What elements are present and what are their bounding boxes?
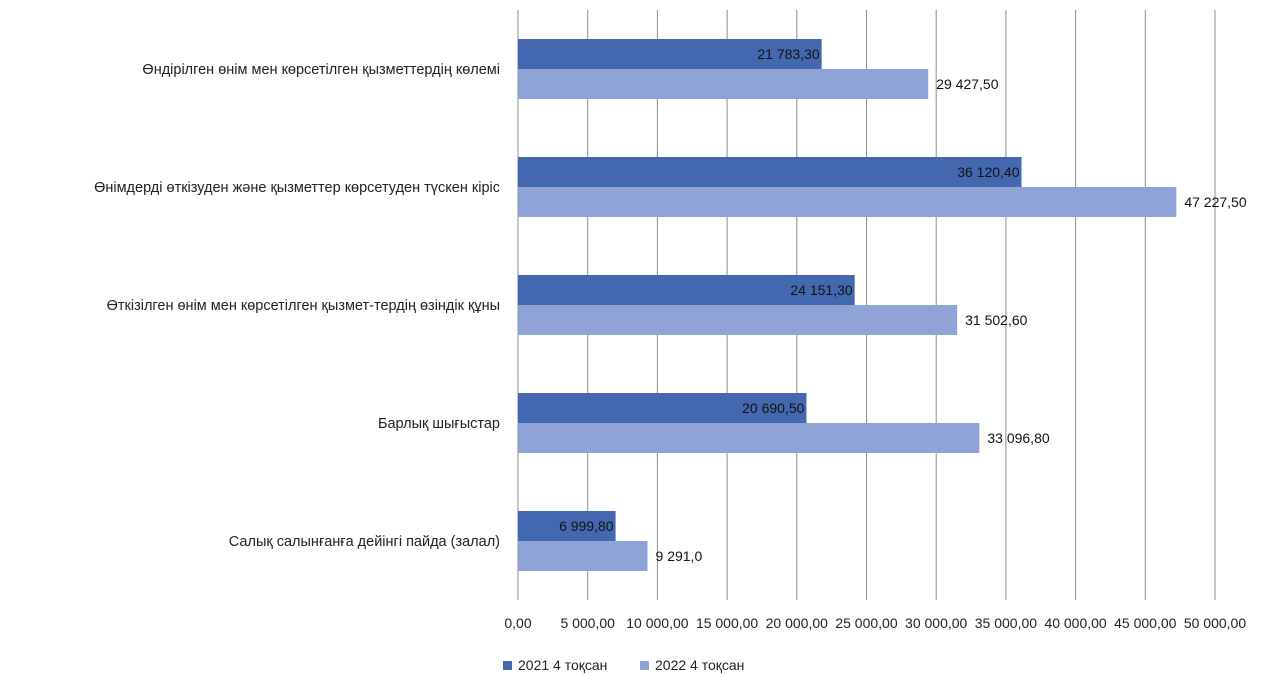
data-label: 20 690,50 bbox=[742, 400, 804, 416]
legend: 2021 4 тоқсан 2022 4 тоқсан bbox=[503, 657, 744, 673]
legend-swatch-1 bbox=[503, 661, 512, 670]
data-label: 33 096,80 bbox=[987, 430, 1049, 446]
bar-series2-cat4 bbox=[518, 423, 980, 453]
data-label: 21 783,30 bbox=[757, 46, 819, 62]
data-label: 47 227,50 bbox=[1184, 194, 1246, 210]
bar-series2-cat3 bbox=[518, 305, 958, 335]
x-tick-label: 10 000,00 bbox=[626, 615, 688, 631]
x-tick-label: 40 000,00 bbox=[1044, 615, 1106, 631]
bar-series1-cat4 bbox=[518, 393, 807, 423]
data-label: 24 151,30 bbox=[790, 282, 852, 298]
bar-series1-cat1 bbox=[518, 39, 822, 69]
category-labels: Өндірілген өнім мен көрсетілген қызметте… bbox=[94, 62, 500, 550]
legend-label-2: 2022 4 тоқсан bbox=[655, 657, 744, 673]
x-axis-tick-labels: 0,00 5 000,00 10 000,00 15 000,00 20 000,00 2… bbox=[504, 615, 1246, 631]
x-tick-label: 25 000,00 bbox=[835, 615, 897, 631]
legend-label-1: 2021 4 тоқсан bbox=[518, 657, 607, 673]
data-labels: 21 783,30 29 427,50 36 120,40 47 227,50 24 1… bbox=[559, 46, 1247, 564]
category-label: Өндірілген өнім мен көрсетілген қызметте… bbox=[142, 62, 500, 78]
data-label: 36 120,40 bbox=[957, 164, 1019, 180]
category-label: Барлық шығыстар bbox=[378, 416, 500, 432]
category-label: Өнімдерді өткізуден және қызметтер көрсе… bbox=[94, 180, 500, 196]
x-tick-label: 45 000,00 bbox=[1114, 615, 1176, 631]
x-tick-label: 5 000,00 bbox=[560, 615, 615, 631]
bar-series1-cat5 bbox=[518, 511, 616, 541]
bars bbox=[518, 39, 1177, 571]
bar-series1-cat2 bbox=[518, 157, 1022, 187]
x-tick-label: 20 000,00 bbox=[766, 615, 828, 631]
category-label: Өткізілген өнім мен көрсетілген қызмет-т… bbox=[107, 298, 500, 314]
legend-swatch-2 bbox=[640, 661, 649, 670]
bar-series2-cat5 bbox=[518, 541, 648, 571]
x-tick-label: 15 000,00 bbox=[696, 615, 758, 631]
bar-series2-cat1 bbox=[518, 69, 929, 99]
data-label: 9 291,0 bbox=[656, 548, 703, 564]
bar-series1-cat3 bbox=[518, 275, 855, 305]
data-label: 31 502,60 bbox=[965, 312, 1027, 328]
bar-series2-cat2 bbox=[518, 187, 1177, 217]
category-label: Салық салынғанға дейінгі пайда (залал) bbox=[229, 534, 500, 550]
x-tick-label: 50 000,00 bbox=[1184, 615, 1246, 631]
x-tick-label: 35 000,00 bbox=[975, 615, 1037, 631]
x-tick-label: 30 000,00 bbox=[905, 615, 967, 631]
data-label: 6 999,80 bbox=[559, 518, 614, 534]
x-tick-label: 0,00 bbox=[504, 615, 531, 631]
data-label: 29 427,50 bbox=[936, 76, 998, 92]
